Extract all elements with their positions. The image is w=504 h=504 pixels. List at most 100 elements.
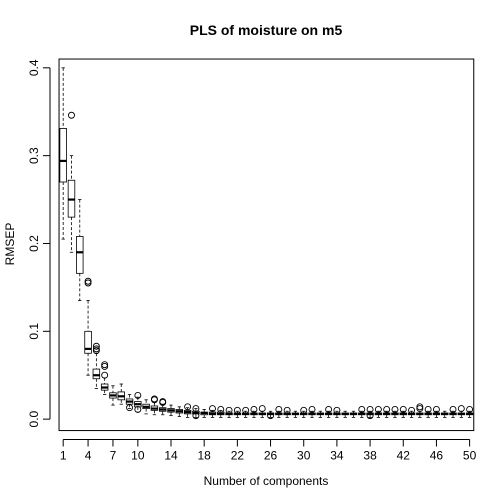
x-tick-label: 30 (297, 449, 311, 463)
outlier-point (242, 406, 250, 414)
box-28 (283, 406, 291, 418)
x-tick-label: 4 (85, 449, 92, 463)
box-23 (241, 406, 250, 418)
x-tick-label: 18 (198, 449, 212, 463)
box-3 (76, 199, 84, 301)
outlier-point (134, 391, 142, 399)
box-31 (308, 406, 316, 418)
box-12 (150, 395, 159, 416)
box-5 (92, 342, 101, 389)
plot-frame (58, 58, 475, 432)
outlier-point (233, 406, 241, 414)
y-axis: 0.0 0.1 0.2 0.3 0.4 (27, 59, 51, 427)
x-tick-label: 22 (231, 449, 245, 463)
outlier-point (192, 412, 200, 420)
y-tick-label: 0.1 (27, 323, 41, 340)
box-41 (391, 406, 399, 418)
x-tick-label: 50 (463, 449, 477, 463)
outlier-point (92, 342, 100, 350)
x-tick-label: 14 (164, 449, 178, 463)
box-46 (432, 406, 441, 418)
outlier-point (432, 406, 440, 413)
outlier-point (399, 406, 407, 413)
box-7 (109, 385, 117, 406)
x-tick-label: 7 (110, 449, 117, 463)
box-35 (341, 410, 349, 418)
outlier-point (300, 406, 308, 414)
box-series (59, 67, 474, 420)
outlier-point (358, 406, 366, 413)
outlier-point (92, 345, 100, 353)
box-43 (407, 406, 416, 418)
box-1 (59, 67, 67, 240)
box-6 (100, 361, 109, 395)
x-tick-label: 46 (430, 449, 444, 463)
outlier-point (150, 396, 158, 404)
x-tick-label: 10 (131, 449, 145, 463)
box-27 (275, 406, 283, 418)
outlier-point (209, 405, 216, 413)
outlier-point (159, 399, 167, 406)
outlier-point (383, 406, 391, 413)
box-10 (134, 391, 142, 413)
outlier-point (101, 361, 109, 369)
box-13 (159, 398, 167, 416)
y-tick-label: 0.2 (27, 235, 41, 252)
box-24 (250, 406, 258, 418)
box-15 (175, 406, 184, 417)
box-2 (67, 111, 76, 253)
box-21 (225, 406, 233, 418)
outlier-point (192, 405, 200, 413)
box-iqr (92, 368, 101, 380)
box-20 (217, 406, 225, 418)
box-iqr (59, 128, 67, 183)
y-tick-label: 0.4 (27, 59, 41, 76)
box-34 (333, 406, 341, 418)
box-8 (117, 383, 125, 405)
outlier-point (283, 406, 291, 414)
box-26 (266, 410, 275, 420)
outlier-point (258, 405, 266, 413)
x-tick-label: 26 (264, 449, 278, 463)
x-axis: 1 4 7 10 14 18 22 26 30 34 38 42 46 50 (60, 439, 477, 463)
box-33 (324, 406, 333, 418)
box-19 (208, 405, 217, 418)
outlier-point (84, 277, 92, 285)
x-tick-label: 34 (330, 449, 344, 463)
box-50 (465, 406, 474, 418)
outlier-point (416, 405, 424, 413)
outlier-point (217, 406, 225, 413)
box-22 (233, 406, 242, 418)
box-14 (167, 404, 175, 417)
box-40 (382, 406, 391, 418)
box-49 (457, 405, 466, 418)
box-4 (84, 277, 92, 376)
x-tick-label: 1 (60, 449, 67, 463)
outlier-point (225, 406, 233, 414)
box-iqr (76, 236, 84, 274)
outlier-point (101, 371, 109, 379)
outlier-point (424, 406, 432, 413)
box-39 (374, 406, 383, 418)
box-47 (441, 410, 449, 418)
box-37 (358, 406, 366, 418)
outlier-point (101, 362, 109, 370)
y-tick-label: 0.0 (27, 410, 41, 427)
box-42 (399, 406, 407, 418)
x-axis-label: Number of components (204, 474, 329, 488)
outlier-point (408, 406, 416, 414)
x-tick-label: 42 (397, 449, 411, 463)
box-16 (183, 403, 192, 418)
x-tick-label: 38 (363, 449, 377, 463)
box-36 (349, 410, 358, 418)
box-17 (192, 405, 200, 420)
outlier-point (134, 406, 142, 413)
outlier-point (416, 403, 424, 411)
outlier-point (308, 406, 316, 413)
outlier-point (126, 404, 133, 412)
box-18 (200, 409, 208, 418)
box-38 (366, 406, 374, 420)
outlier-point (449, 406, 457, 413)
outlier-point (275, 406, 283, 413)
outlier-point (184, 403, 192, 411)
